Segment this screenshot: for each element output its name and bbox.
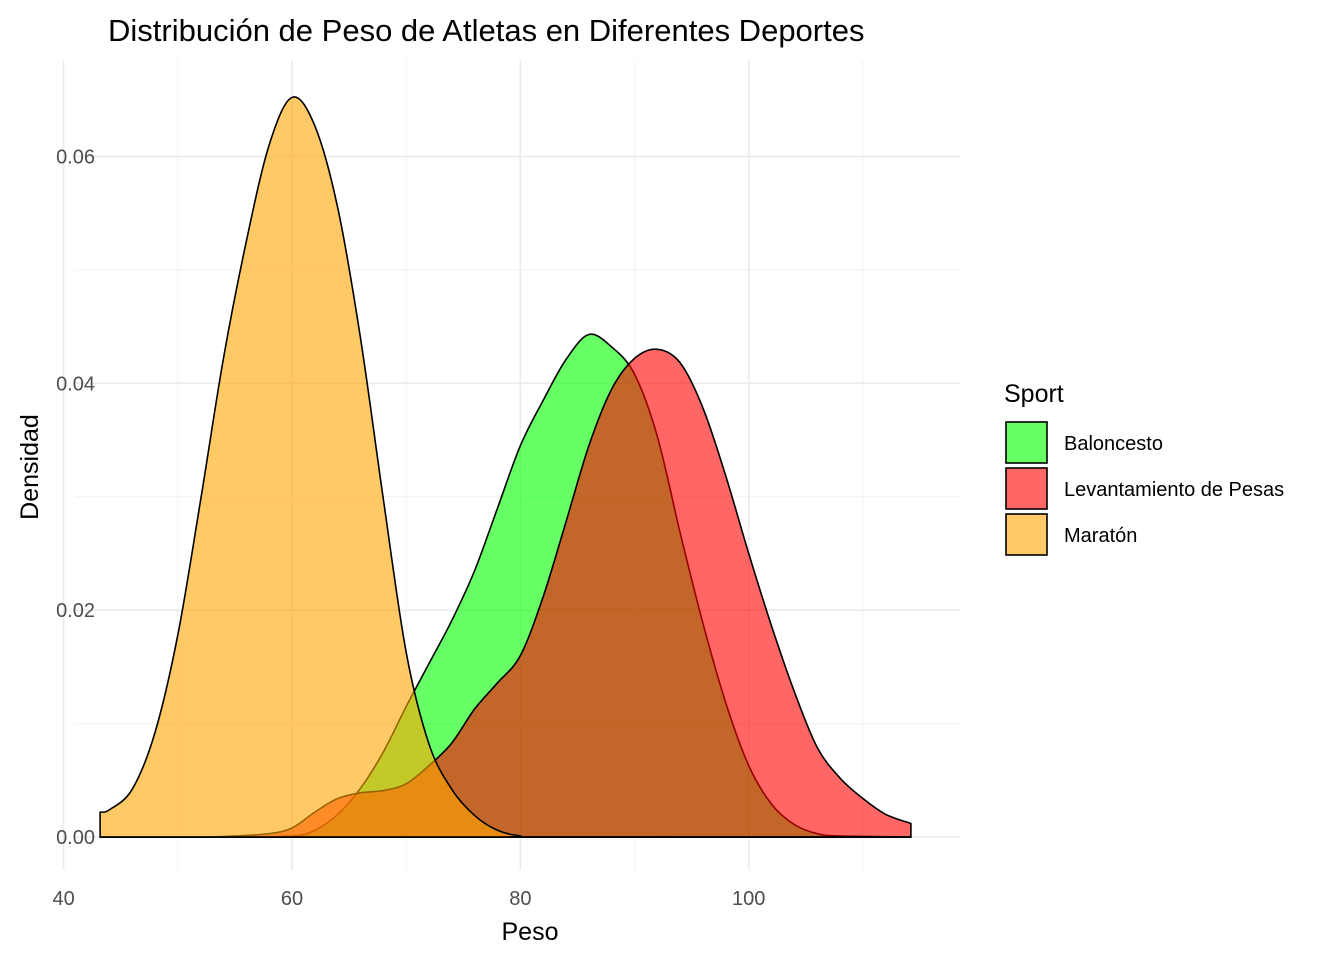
- legend-swatch-levantamiento-de-pesas: [1005, 467, 1048, 510]
- legend: Sport Baloncesto Levantamiento de Pesas Ma…: [1004, 380, 1284, 556]
- x-axis-ticks: 40 60 80 100: [52, 888, 765, 910]
- y-axis-title: Densidad: [16, 414, 44, 520]
- x-tick-label: 40: [52, 888, 74, 910]
- x-tick-label: 100: [732, 888, 765, 910]
- x-tick-label: 60: [281, 888, 303, 910]
- y-tick-label: 0.04: [56, 373, 95, 395]
- legend-swatch-maraton: [1005, 513, 1048, 556]
- density-areas: [99, 96, 912, 838]
- chart-title: Distribución de Peso de Atletas en Difer…: [108, 13, 864, 48]
- legend-label-baloncesto: Baloncesto: [1064, 433, 1163, 455]
- legend-title: Sport: [1004, 380, 1064, 408]
- y-tick-label: 0.06: [56, 146, 95, 168]
- legend-swatch-baloncesto: [1005, 421, 1048, 464]
- y-tick-label: 0.02: [56, 600, 95, 622]
- legend-label-levantamiento-de-pesas: Levantamiento de Pesas: [1064, 479, 1284, 501]
- y-axis-ticks: 0.00 0.02 0.04 0.06: [56, 146, 95, 849]
- density-area-maraton: [99, 96, 912, 838]
- x-tick-label: 80: [509, 888, 531, 910]
- legend-label-maraton: Maratón: [1064, 525, 1137, 547]
- y-tick-label: 0.00: [56, 827, 95, 849]
- x-axis-title: Peso: [502, 918, 559, 946]
